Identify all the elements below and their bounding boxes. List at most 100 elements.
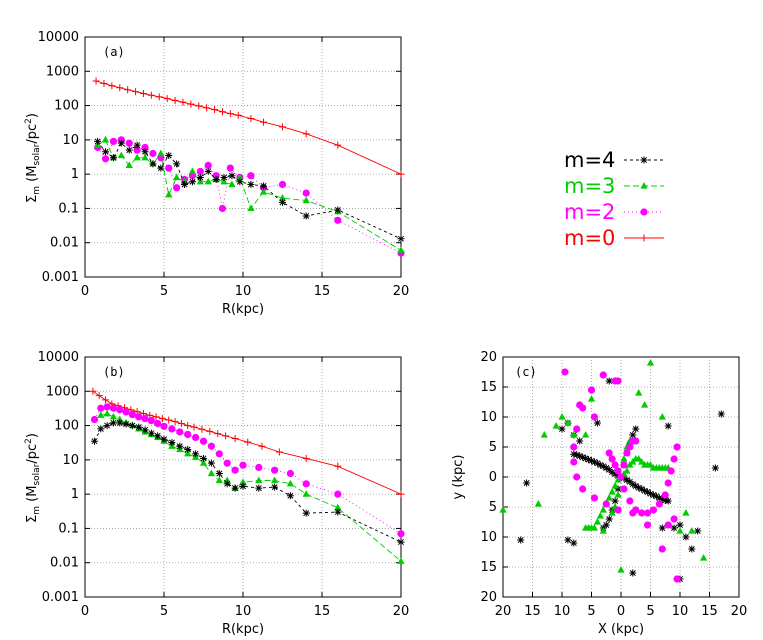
panel-c-point [661, 496, 669, 504]
panel-b-point [122, 420, 130, 428]
panel-b-ytick-label: 100 [54, 419, 79, 434]
panel-c-point [599, 462, 607, 470]
panel-b-point [302, 490, 310, 497]
panel-c-point [582, 454, 590, 462]
panel-a-ytick-label: 1000 [46, 64, 79, 79]
panel-a-point [100, 80, 108, 88]
panel-a-point [141, 153, 149, 161]
panel-c-point [641, 401, 649, 408]
panel-c-xtick-label: 0 [617, 604, 625, 619]
panel-b-point [184, 449, 192, 457]
panel-a-point [132, 88, 140, 96]
panel-b-point [122, 408, 130, 416]
panel-c-point [676, 527, 684, 534]
panel-c-point [629, 431, 637, 439]
panel-a-line-m-2 [97, 139, 402, 254]
panel-b-point [97, 425, 105, 433]
panel-a-point [334, 141, 342, 149]
panel-c-point [655, 500, 663, 508]
panel-c-point [608, 455, 616, 463]
panel-b-ytick-label: 10000 [38, 350, 79, 365]
panel-a-point [247, 114, 255, 122]
panel-b-point [275, 448, 283, 456]
panel-b-series-m-0 [89, 387, 405, 498]
panel-a-point [108, 82, 116, 90]
panel-c-point [632, 425, 640, 433]
panel-a-ytick-label: 10000 [38, 30, 79, 45]
panel-a-point [212, 175, 220, 183]
panel-c-point [626, 497, 634, 505]
panel-c-point [590, 413, 599, 421]
panel-a-point [165, 164, 173, 172]
panel-a-point [259, 188, 268, 195]
panel-b-point [215, 450, 223, 458]
panel-b-point [255, 463, 263, 472]
panel-b-point [192, 450, 200, 458]
panel-a-point [195, 102, 203, 110]
panel-a-point [141, 148, 149, 156]
panel-b-point [397, 538, 405, 546]
panel-c-point [599, 527, 607, 534]
panel-c-point [499, 506, 507, 513]
panel-a-point [179, 98, 187, 106]
panel-a-point [334, 206, 342, 214]
panel-c-point [688, 545, 696, 553]
panel-c-point [605, 449, 613, 457]
panel-b-point [184, 422, 192, 430]
panel-c-ytick-label: 20 [480, 590, 497, 605]
panel-c-point [635, 455, 643, 462]
panel-c-ytick-label: 5 [489, 440, 497, 455]
panel-b-point [176, 442, 184, 450]
panel-a-point [278, 194, 287, 201]
panel-a-point [228, 172, 236, 180]
panel-b-point [190, 423, 198, 431]
panel-c-point [614, 377, 622, 385]
panel-b-point [271, 483, 279, 491]
panel-a-xtick-label: 10 [235, 284, 252, 299]
panel-a-point [92, 77, 100, 85]
panel-b-series-m-2 [90, 403, 405, 538]
panel-c-point [673, 575, 681, 583]
panel-c-series-m-2 [561, 368, 681, 583]
panel-b-point [231, 466, 239, 474]
panel-a-point [234, 111, 242, 119]
panel-a-point [196, 177, 204, 185]
panel-c-point [579, 485, 587, 493]
panel-c-point [552, 422, 560, 429]
panel-c-point [564, 536, 572, 544]
panel-b-point [302, 480, 310, 488]
panel-b-x-ticks: 0 5 10 15 20 [81, 357, 409, 619]
panel-c-point [576, 452, 584, 460]
panel-b-point [206, 427, 214, 435]
panel-c-xtick-label: 10 [554, 604, 571, 619]
panel-b-line-m-0 [92, 390, 402, 495]
panel-a-ytick-label: 0.01 [50, 236, 79, 251]
panel-a-ytick-label: 1 [71, 167, 79, 182]
panel-c-point [599, 371, 607, 379]
panel-c-point [632, 482, 640, 490]
panel-c-point [602, 464, 610, 472]
panel-a-ylabel: Σm (Msolar/pc2) [24, 113, 42, 203]
panel-a-point [124, 86, 132, 94]
panel-c-point [611, 482, 619, 489]
panel-c-point [652, 492, 660, 500]
panel-a-ytick-label: 0.1 [58, 201, 79, 216]
panel-c-point [517, 536, 525, 544]
panel-a-point [181, 180, 189, 188]
panel-a-grid [85, 37, 401, 277]
panel-a-point [397, 246, 405, 253]
panel-c-point [614, 506, 622, 514]
panel-c-point [655, 494, 663, 502]
legend-label: m=4 [564, 148, 615, 172]
panel-a-point [149, 160, 157, 168]
panel-a-point [157, 149, 165, 157]
panel-a-series-m-4 [94, 137, 405, 243]
panel-c-point [670, 455, 678, 463]
panel-c-point [558, 425, 566, 433]
panel-c-point [614, 485, 622, 493]
panel-a-point [139, 89, 147, 97]
panel-c-point [605, 377, 613, 385]
panel-b-point [184, 446, 192, 454]
panel-c-xtick-label: 15 [701, 604, 718, 619]
panel-c-point [579, 453, 587, 461]
